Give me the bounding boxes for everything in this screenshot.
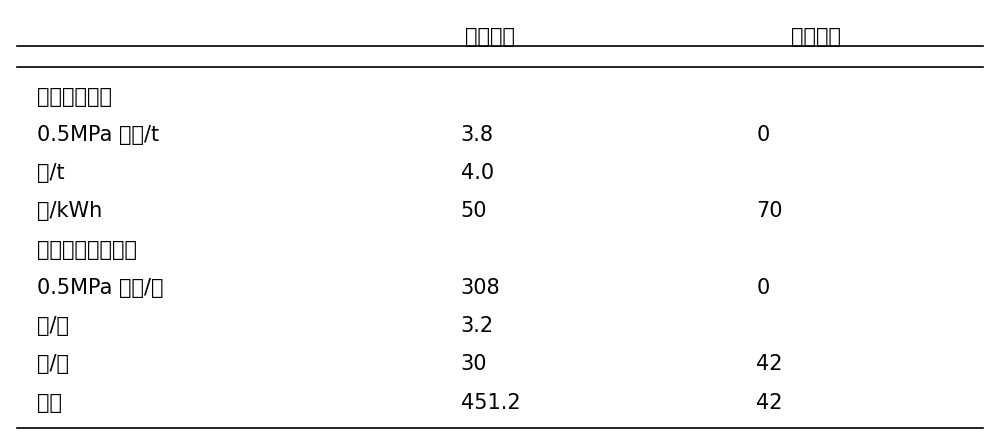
Text: 0: 0 — [756, 278, 770, 298]
Text: 每吨产品能耗: 每吨产品能耗 — [37, 87, 112, 107]
Text: 合计: 合计 — [37, 392, 62, 412]
Text: 水/元: 水/元 — [37, 316, 69, 336]
Text: 0: 0 — [756, 125, 770, 145]
Text: 普通精馏: 普通精馏 — [465, 27, 515, 47]
Text: 42: 42 — [756, 354, 783, 374]
Text: 0.5MPa 蒸汽/元: 0.5MPa 蒸汽/元 — [37, 278, 163, 298]
Text: 0.5MPa 蒸汽/t: 0.5MPa 蒸汽/t — [37, 125, 159, 145]
Text: 水/t: 水/t — [37, 163, 64, 183]
Text: 3.2: 3.2 — [461, 316, 494, 336]
Text: 30: 30 — [461, 354, 487, 374]
Text: 每吨产品能耗费用: 每吨产品能耗费用 — [37, 240, 137, 260]
Text: 50: 50 — [461, 202, 487, 222]
Text: 3.8: 3.8 — [461, 125, 494, 145]
Text: 451.2: 451.2 — [461, 392, 520, 412]
Text: 308: 308 — [461, 278, 500, 298]
Text: 42: 42 — [756, 392, 783, 412]
Text: 电/元: 电/元 — [37, 354, 69, 374]
Text: 热泵精馏: 热泵精馏 — [791, 27, 841, 47]
Text: 70: 70 — [756, 202, 783, 222]
Text: 4.0: 4.0 — [461, 163, 494, 183]
Text: 电/kWh: 电/kWh — [37, 202, 102, 222]
